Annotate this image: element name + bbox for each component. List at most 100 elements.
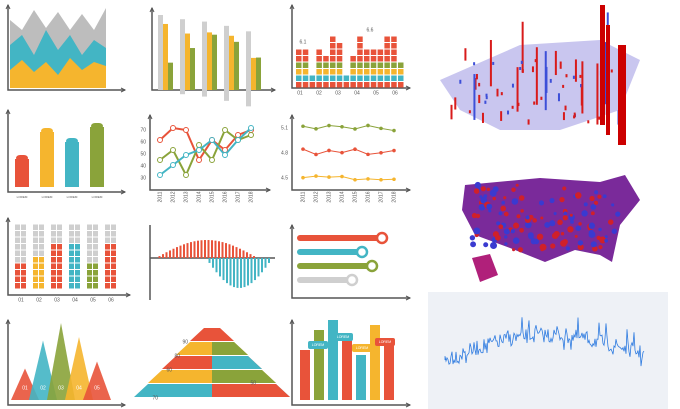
- square: [336, 49, 343, 55]
- spike: [618, 45, 626, 145]
- axis: [291, 5, 410, 89]
- bar: [221, 242, 224, 258]
- pyramid-tier: [212, 384, 290, 397]
- hbar: [297, 277, 352, 283]
- bar: [256, 57, 261, 90]
- square: [350, 82, 356, 88]
- block: [21, 257, 26, 263]
- square: [302, 82, 309, 88]
- county: [486, 187, 490, 191]
- block: [69, 257, 74, 263]
- dot: [301, 124, 305, 129]
- county: [592, 245, 598, 252]
- arrow: [405, 85, 412, 91]
- bar-cap: [16, 155, 28, 161]
- county: [560, 239, 567, 247]
- spike: [573, 115, 576, 119]
- bar: [200, 240, 203, 258]
- county: [593, 200, 599, 205]
- block: [111, 270, 116, 276]
- block: [75, 250, 80, 256]
- block: [69, 276, 74, 282]
- bar: [169, 250, 171, 258]
- spike: [511, 83, 514, 88]
- block: [57, 283, 62, 289]
- spike: [535, 47, 538, 105]
- block: [93, 250, 98, 256]
- block: [69, 250, 74, 256]
- block: [87, 231, 92, 237]
- county: [479, 195, 483, 199]
- label: 03: [58, 385, 64, 391]
- square: [330, 56, 336, 62]
- label: 04: [72, 297, 78, 303]
- dot: [157, 157, 163, 163]
- block: [75, 263, 80, 269]
- square: [350, 56, 356, 62]
- block: [21, 276, 26, 282]
- square: [330, 62, 336, 68]
- bar: [219, 258, 221, 277]
- label: LOREM: [17, 195, 28, 199]
- square: [316, 62, 322, 68]
- block: [51, 270, 56, 276]
- block: [39, 263, 44, 269]
- block: [33, 263, 38, 269]
- dot: [196, 157, 202, 163]
- bar: [211, 240, 213, 258]
- county: [498, 224, 504, 230]
- county: [512, 248, 516, 252]
- label: 2014: [339, 191, 345, 202]
- block: [93, 283, 98, 289]
- block: [93, 276, 98, 282]
- spike: [521, 69, 524, 73]
- square: [302, 56, 309, 62]
- hbar: [297, 235, 382, 241]
- block: [105, 244, 110, 250]
- bar: [264, 258, 267, 268]
- spike: [521, 21, 524, 73]
- bar: [180, 19, 185, 95]
- square: [357, 49, 363, 55]
- axis: [7, 110, 125, 193]
- spike: [473, 62, 476, 66]
- bar: [228, 244, 231, 258]
- bar: [183, 244, 185, 258]
- label: 01: [22, 385, 28, 391]
- hbar-end: [375, 231, 389, 245]
- square: [316, 82, 322, 88]
- spike: [564, 105, 567, 111]
- arrow: [147, 113, 153, 120]
- spike: [581, 61, 584, 114]
- county: [474, 181, 481, 189]
- dot: [392, 128, 396, 133]
- county: [519, 227, 524, 233]
- square: [398, 75, 404, 81]
- block: [15, 231, 20, 237]
- county: [611, 228, 618, 234]
- county: [488, 209, 492, 213]
- bar: [250, 258, 253, 284]
- county: [598, 245, 603, 250]
- county: [550, 243, 556, 249]
- bar: [229, 35, 234, 90]
- bar: [356, 355, 366, 400]
- square: [336, 75, 343, 81]
- county: [503, 211, 509, 217]
- dot: [327, 123, 331, 128]
- block: [75, 257, 80, 263]
- label: 2016: [365, 191, 371, 202]
- block: [111, 257, 116, 263]
- county: [598, 227, 602, 232]
- square: [364, 69, 370, 75]
- square: [357, 75, 363, 81]
- block: [51, 257, 56, 263]
- spike: [511, 105, 514, 109]
- county: [520, 209, 524, 213]
- dot: [353, 147, 357, 152]
- spike: [473, 74, 476, 120]
- square: [343, 75, 350, 81]
- line: [444, 317, 645, 367]
- square: [350, 62, 356, 68]
- dot: [366, 152, 370, 157]
